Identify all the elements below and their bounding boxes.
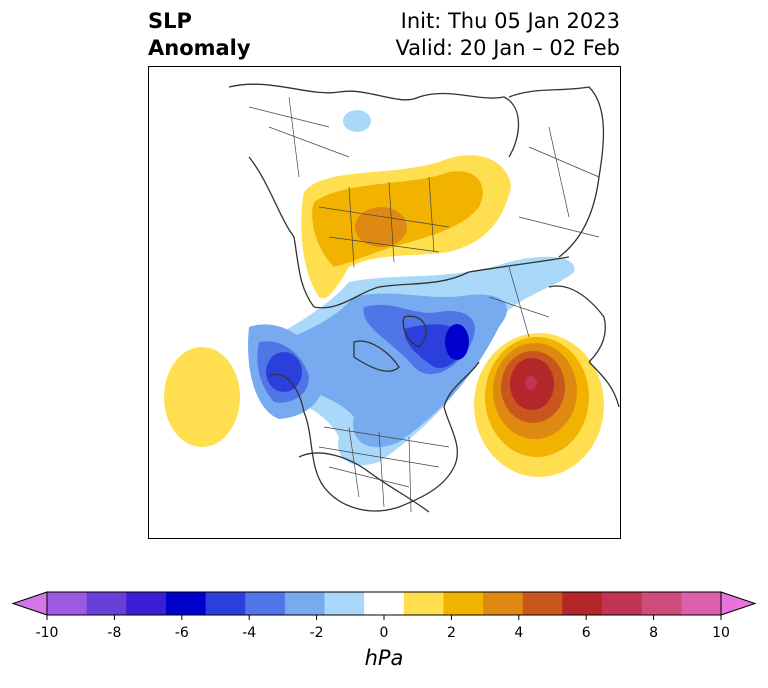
colorbar-bin xyxy=(364,592,405,615)
colorbar-tick-label: -8 xyxy=(107,625,121,641)
coastlines xyxy=(228,83,620,513)
title-line-2: Anomaly xyxy=(148,36,251,60)
colorbar-bin xyxy=(602,592,643,615)
colorbar-min-extension xyxy=(11,591,48,616)
colorbar-bin xyxy=(47,592,88,615)
colorbar-tick-label: -10 xyxy=(36,625,59,641)
colorbar-bin xyxy=(562,592,603,615)
anomaly-north-atlantic xyxy=(474,333,604,477)
colorbar-bins xyxy=(47,592,722,615)
anomaly-gulf-of-alaska xyxy=(248,324,325,419)
title-line-1: SLP xyxy=(148,9,192,33)
colorbar-bin xyxy=(205,592,246,615)
colorbar-bin xyxy=(165,592,207,615)
valid-range: Valid: 20 Jan – 02 Feb xyxy=(395,36,620,60)
colorbar-tick-label: -4 xyxy=(242,625,256,641)
colorbar-tick-label: 8 xyxy=(649,625,658,641)
colorbar-bin xyxy=(443,592,484,615)
colorbar-bin xyxy=(245,592,286,615)
colorbar-bin xyxy=(403,592,444,615)
forecast-dates: Init: Thu 05 Jan 2023 Valid: 20 Jan – 02… xyxy=(395,8,620,62)
colorbar-unit: hPa xyxy=(364,646,404,670)
colorbar-bin xyxy=(483,592,524,615)
colorbar-bin xyxy=(681,592,722,615)
init-date: Init: Thu 05 Jan 2023 xyxy=(400,9,620,33)
colorbar-bin xyxy=(284,592,326,615)
colorbar-tick-label: -6 xyxy=(175,625,189,641)
colorbar: -10 -8 -6 -4 -2 0 2 4 6 8 10 xyxy=(0,585,768,684)
colorbar-tick-label: 4 xyxy=(514,625,523,641)
anomaly-small-lobe xyxy=(343,110,371,132)
colorbar-tick-label: 2 xyxy=(447,625,456,641)
colorbar-bin xyxy=(641,592,682,615)
colorbar-bin xyxy=(126,592,167,615)
map-canvas xyxy=(164,83,620,513)
colorbar-tick-label: 10 xyxy=(712,625,730,641)
colorbar-bin xyxy=(86,592,127,615)
colorbar-bin xyxy=(522,592,563,615)
map-title: SLP Anomaly xyxy=(148,8,251,62)
colorbar-svg: -10 -8 -6 -4 -2 0 2 4 6 8 10 xyxy=(11,591,757,641)
colorbar-tick-label: 0 xyxy=(380,625,389,641)
colorbar-tick-label: -2 xyxy=(310,625,324,641)
colorbar-tick-label: 6 xyxy=(582,625,591,641)
colorbar-ticks: -10 -8 -6 -4 -2 0 2 4 6 8 10 xyxy=(36,615,730,641)
anomaly-map xyxy=(148,66,621,539)
colorbar-bin xyxy=(324,592,365,615)
country-borders xyxy=(248,96,600,513)
colorbar-max-extension xyxy=(720,591,757,616)
anomaly-north-pacific xyxy=(164,347,240,447)
